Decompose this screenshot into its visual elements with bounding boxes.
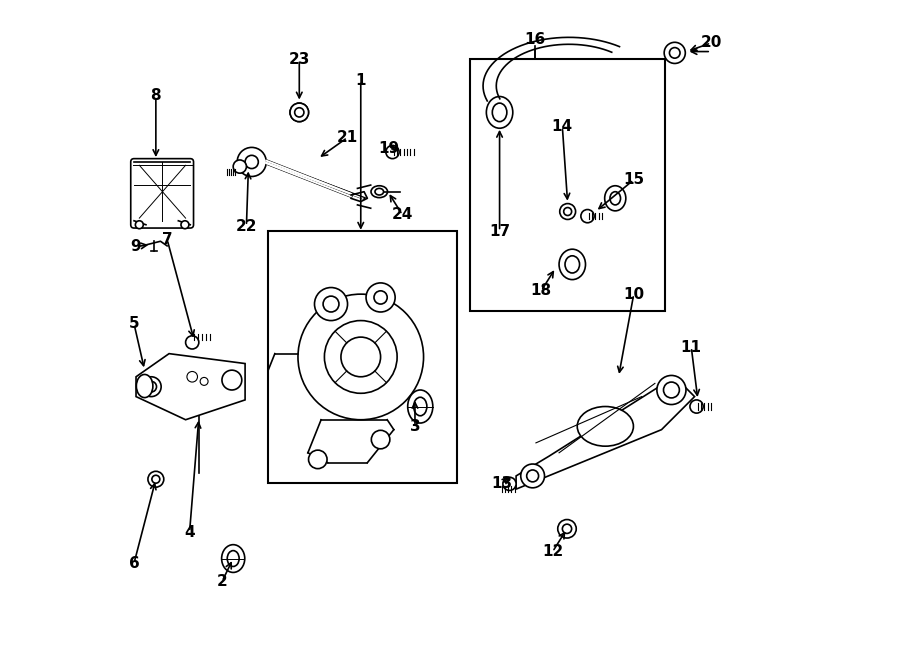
- Circle shape: [187, 371, 197, 382]
- Circle shape: [562, 524, 572, 533]
- Circle shape: [341, 337, 381, 377]
- Ellipse shape: [492, 103, 507, 122]
- Circle shape: [664, 42, 685, 63]
- Text: 4: 4: [184, 525, 195, 539]
- Circle shape: [298, 294, 424, 420]
- Text: 10: 10: [623, 287, 644, 301]
- Circle shape: [690, 400, 703, 413]
- Circle shape: [152, 475, 160, 483]
- Ellipse shape: [610, 192, 620, 205]
- Ellipse shape: [227, 551, 239, 566]
- Circle shape: [222, 370, 242, 390]
- Circle shape: [135, 221, 143, 229]
- Text: 23: 23: [289, 52, 310, 67]
- Circle shape: [294, 108, 304, 117]
- Text: 17: 17: [489, 224, 510, 239]
- Circle shape: [200, 377, 208, 385]
- Circle shape: [294, 108, 304, 117]
- Ellipse shape: [486, 97, 513, 128]
- Ellipse shape: [375, 188, 383, 195]
- Ellipse shape: [371, 186, 388, 198]
- Text: 18: 18: [531, 284, 552, 298]
- Circle shape: [372, 430, 390, 449]
- Text: 15: 15: [623, 173, 644, 187]
- Circle shape: [290, 103, 309, 122]
- Circle shape: [314, 288, 347, 321]
- Ellipse shape: [565, 256, 580, 273]
- Ellipse shape: [221, 545, 245, 572]
- Circle shape: [580, 210, 594, 223]
- Circle shape: [323, 296, 339, 312]
- Circle shape: [663, 382, 680, 398]
- Ellipse shape: [137, 374, 153, 397]
- Text: 24: 24: [392, 208, 413, 222]
- Circle shape: [558, 520, 576, 538]
- Text: 8: 8: [150, 89, 161, 103]
- Ellipse shape: [414, 397, 427, 416]
- Ellipse shape: [577, 407, 634, 446]
- Text: 7: 7: [162, 232, 173, 247]
- Circle shape: [185, 336, 199, 349]
- Circle shape: [146, 381, 157, 392]
- Text: 13: 13: [491, 477, 512, 491]
- Polygon shape: [516, 377, 695, 489]
- Ellipse shape: [605, 186, 626, 211]
- Circle shape: [386, 145, 399, 159]
- Bar: [470, 59, 665, 311]
- Text: 6: 6: [129, 556, 140, 570]
- Polygon shape: [136, 354, 245, 420]
- Text: 19: 19: [379, 141, 400, 156]
- Text: 1: 1: [356, 73, 366, 88]
- Circle shape: [657, 375, 686, 405]
- Ellipse shape: [559, 249, 586, 280]
- Text: 11: 11: [680, 340, 702, 354]
- Circle shape: [503, 477, 516, 490]
- Circle shape: [245, 155, 258, 169]
- Text: 3: 3: [410, 419, 420, 434]
- Circle shape: [560, 204, 576, 219]
- Circle shape: [148, 471, 164, 487]
- Circle shape: [141, 377, 161, 397]
- Text: 12: 12: [542, 545, 563, 559]
- Circle shape: [181, 221, 189, 229]
- Circle shape: [290, 103, 309, 122]
- Bar: [268, 231, 456, 483]
- Circle shape: [670, 48, 680, 58]
- Text: 22: 22: [236, 219, 257, 233]
- Text: 20: 20: [700, 36, 722, 50]
- Circle shape: [366, 283, 395, 312]
- FancyBboxPatch shape: [130, 159, 194, 228]
- Circle shape: [233, 160, 247, 173]
- Text: 2: 2: [217, 574, 228, 589]
- Circle shape: [521, 464, 544, 488]
- Ellipse shape: [408, 390, 433, 423]
- Text: 5: 5: [129, 317, 140, 331]
- Text: 16: 16: [524, 32, 545, 47]
- Text: 14: 14: [552, 120, 573, 134]
- Circle shape: [309, 450, 327, 469]
- Circle shape: [526, 470, 538, 482]
- Circle shape: [238, 147, 266, 176]
- Circle shape: [563, 208, 572, 215]
- Circle shape: [374, 291, 387, 304]
- Text: 9: 9: [130, 239, 141, 254]
- Circle shape: [324, 321, 397, 393]
- Text: 21: 21: [337, 130, 358, 145]
